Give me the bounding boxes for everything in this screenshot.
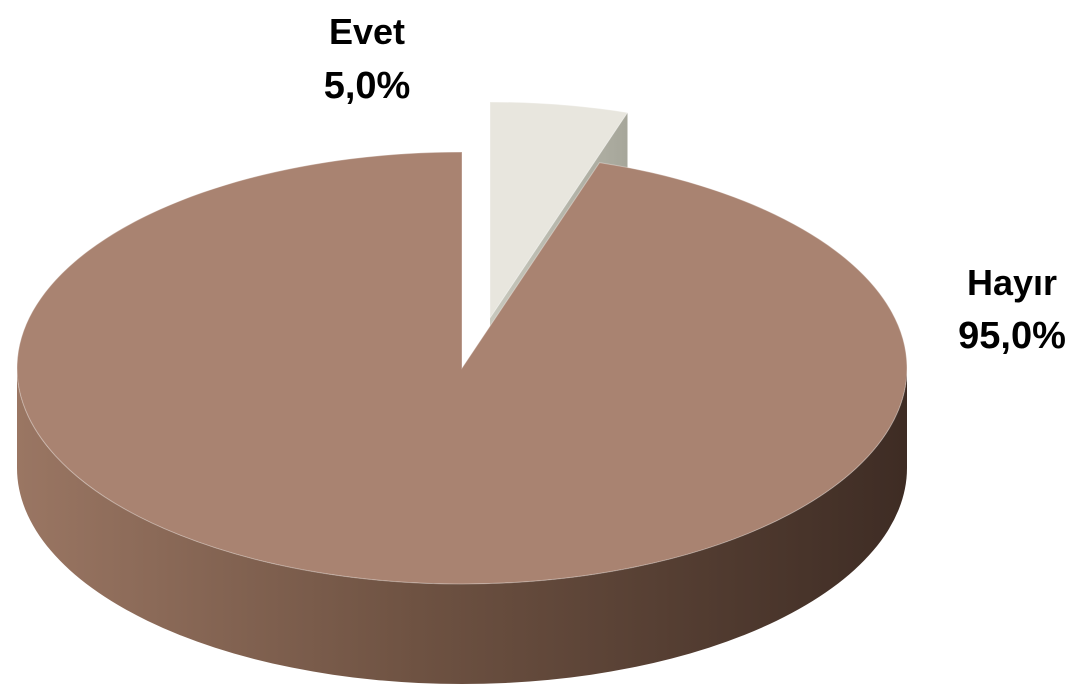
pie-labels: Evet 5,0% Hayır 95,0%	[324, 11, 1066, 357]
slice-value-hayir: 95,0%	[958, 315, 1066, 357]
slice-label-evet: Evet	[329, 11, 405, 52]
pie-slice-evet	[489, 101, 629, 320]
pie-slice-hayir	[16, 151, 908, 585]
pie-side-hayir	[17, 368, 907, 684]
slice-value-evet: 5,0%	[324, 65, 411, 107]
slice-label-hayir: Hayır	[967, 262, 1057, 303]
pie-slices	[16, 101, 908, 684]
